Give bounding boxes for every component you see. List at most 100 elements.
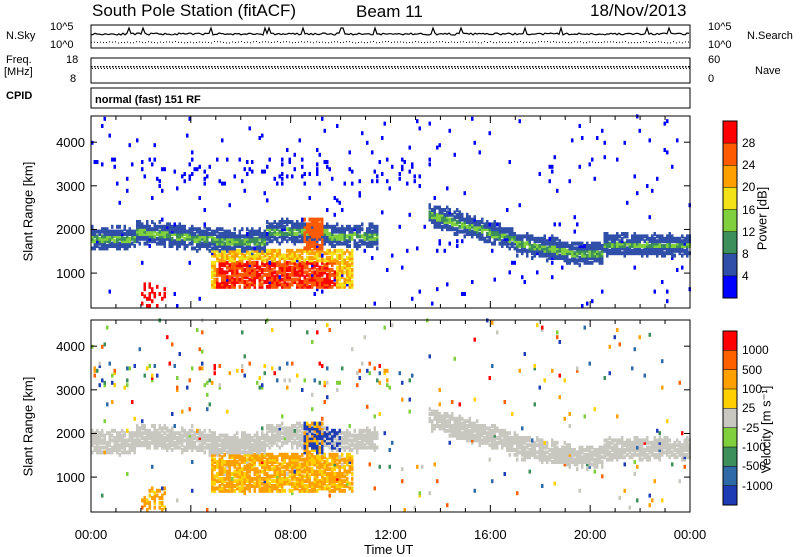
nave-dot — [587, 68, 588, 69]
nave-dot — [653, 68, 654, 69]
scatter-cell — [294, 153, 297, 157]
scatter-cell — [244, 268, 247, 272]
scatter-cell — [399, 177, 402, 181]
scatter-cell — [319, 182, 322, 186]
scatter-cell — [279, 462, 282, 466]
scatter-cell — [284, 225, 287, 229]
scatter-cell — [531, 234, 534, 238]
scatter-cell — [109, 362, 112, 366]
scatter-cell — [401, 266, 404, 270]
scatter-cell — [684, 237, 687, 241]
scatter-cell — [296, 220, 299, 224]
scatter-cell — [471, 230, 474, 234]
scatter-cell — [161, 501, 164, 505]
scatter-cell — [291, 362, 294, 366]
scatter-cell — [319, 455, 322, 459]
nave-dot — [260, 68, 261, 69]
nave-dot — [209, 68, 210, 69]
scatter-cell — [224, 270, 227, 274]
scatter-cell — [121, 429, 124, 433]
scatter-cell — [186, 244, 189, 248]
scatter-cell — [261, 232, 264, 236]
scatter-cell — [664, 122, 667, 126]
scatter-cell — [436, 213, 439, 217]
scatter-cell — [234, 434, 237, 438]
freq-dot — [688, 66, 690, 68]
scatter-cell — [234, 470, 237, 474]
scatter-cell — [516, 234, 519, 238]
scatter-cell — [146, 220, 149, 224]
scatter-cell — [456, 208, 459, 212]
scatter-cell — [621, 237, 624, 241]
nave-dot — [560, 68, 561, 69]
scatter-cell — [266, 443, 269, 447]
scatter-cell — [301, 158, 304, 162]
freq-dot — [367, 66, 369, 68]
scatter-cell — [301, 280, 304, 284]
nsearch-dot — [631, 42, 632, 43]
scatter-cell — [209, 402, 212, 406]
scatter-cell — [419, 184, 422, 188]
scatter-cell — [179, 222, 182, 226]
scatter-cell — [299, 434, 302, 438]
scatter-cell — [301, 458, 304, 462]
scatter-cell — [194, 227, 197, 231]
scatter-cell — [401, 158, 404, 162]
scatter-cell — [284, 453, 287, 457]
scatter-cell — [479, 150, 482, 154]
scatter-cell — [151, 196, 154, 200]
scatter-cell — [279, 424, 282, 428]
scatter-cell — [309, 222, 312, 226]
scatter-cell — [101, 162, 104, 166]
scatter-cell — [591, 299, 594, 303]
scatter-cell — [134, 230, 137, 234]
scatter-cell — [276, 455, 279, 459]
scatter-cell — [194, 167, 197, 171]
scatter-cell — [316, 218, 319, 222]
scatter-cell — [644, 234, 647, 238]
nave-dot — [221, 68, 222, 69]
scatter-cell — [351, 227, 354, 231]
scatter-cell — [641, 234, 644, 238]
scatter-cell — [456, 227, 459, 231]
freq-dot — [304, 66, 306, 68]
scatter-cell — [219, 434, 222, 438]
scatter-cell — [324, 431, 327, 435]
scatter-cell — [151, 424, 154, 428]
scatter-cell — [274, 479, 277, 483]
scatter-cell — [216, 227, 219, 231]
scatter-cell — [499, 222, 502, 226]
scatter-cell — [286, 174, 289, 178]
scatter-cell — [551, 275, 554, 279]
scatter-cell — [461, 292, 464, 296]
freq-dot — [631, 66, 633, 68]
scatter-cell — [191, 150, 194, 154]
scatter-cell — [311, 407, 314, 411]
nsearch-dot — [283, 41, 284, 42]
scatter-cell — [154, 491, 157, 495]
scatter-cell — [289, 227, 292, 231]
nave-dot — [263, 68, 264, 69]
scatter-cell — [549, 165, 552, 169]
scatter-cell — [326, 208, 329, 212]
nave-dot — [125, 68, 126, 69]
scatter-cell — [251, 246, 254, 250]
freq-dot — [199, 66, 201, 68]
scatter-cell — [224, 477, 227, 481]
scatter-cell — [276, 270, 279, 274]
scatter-cell — [261, 268, 264, 272]
nave-dot — [314, 68, 315, 69]
nave-dot — [611, 68, 612, 69]
scatter-cell — [279, 242, 282, 246]
scatter-cell — [304, 378, 307, 382]
scatter-cell — [306, 261, 309, 265]
nave-dot — [284, 68, 285, 69]
freq-dot — [535, 66, 537, 68]
scatter-cell — [249, 282, 252, 286]
nave-dot — [365, 68, 366, 69]
scatter-cell — [229, 275, 232, 279]
freq-dot — [178, 66, 180, 68]
scatter-cell — [261, 246, 264, 250]
nave-dot — [377, 68, 378, 69]
scatter-cell — [231, 246, 234, 250]
